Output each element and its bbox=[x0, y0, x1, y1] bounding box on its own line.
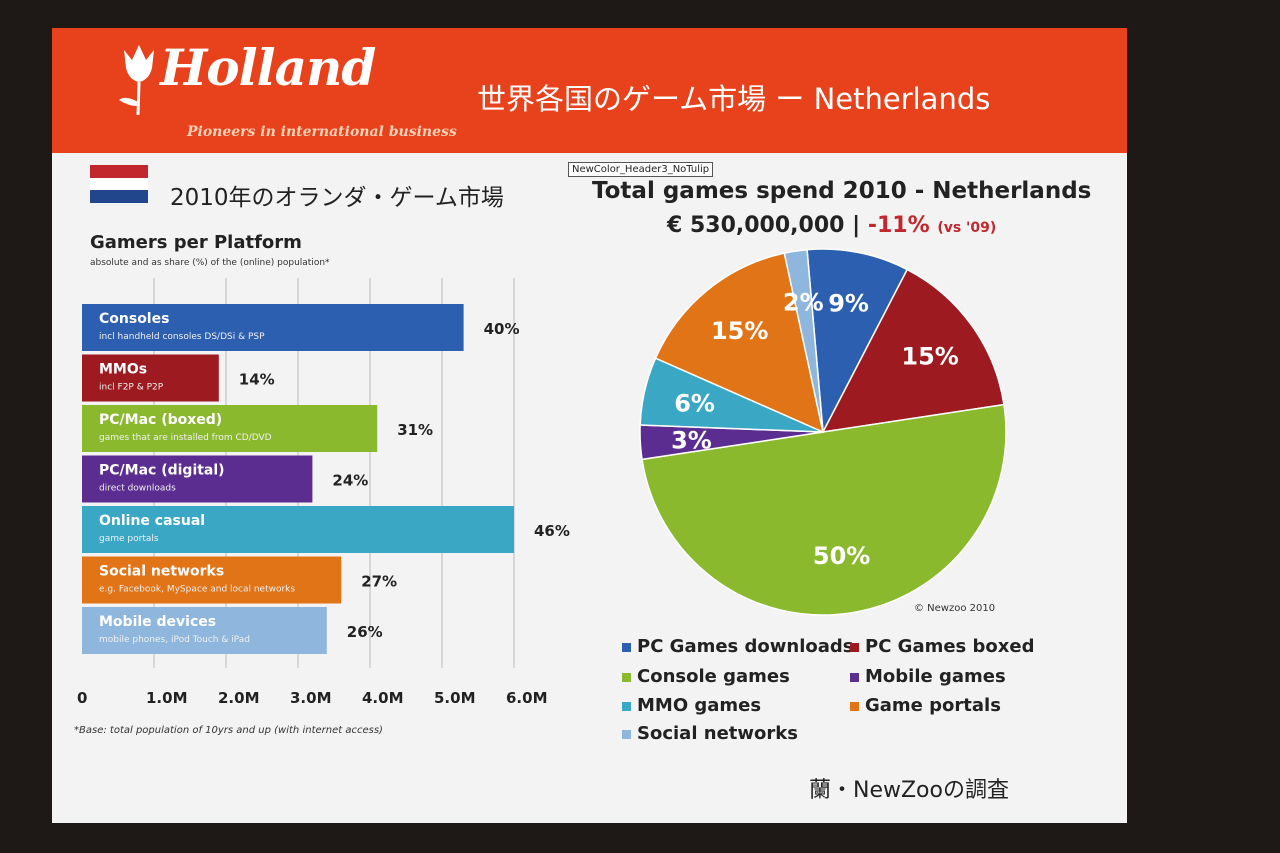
bar-value-label: 26% bbox=[347, 623, 383, 641]
tulip-icon bbox=[119, 45, 154, 116]
bar-value-label: 46% bbox=[534, 522, 570, 540]
bar-description: incl F2P & P2P bbox=[99, 383, 164, 393]
logo-text: Holland bbox=[160, 38, 376, 97]
pie-slice bbox=[806, 248, 909, 435]
pie-slice-label: 6% bbox=[674, 389, 715, 417]
legend-item: MMO games bbox=[622, 695, 761, 716]
legend-item: Social networks bbox=[622, 723, 798, 744]
x-tick-label: 3.0M bbox=[290, 689, 332, 707]
legend-item: Mobile games bbox=[850, 666, 1006, 687]
footnote: *Base: total population of 10yrs and up … bbox=[74, 725, 383, 736]
legend-swatch bbox=[622, 672, 631, 682]
bar-category-label: Consoles bbox=[99, 311, 169, 327]
legend-label: PC Games boxed bbox=[865, 636, 1035, 657]
pie-chart-subtitle: € 530,000,000 | -11% (vs '09) bbox=[667, 213, 996, 238]
x-tick-label: 4.0M bbox=[362, 689, 404, 707]
pie-slice bbox=[639, 424, 824, 461]
pie-slice bbox=[654, 252, 825, 434]
logo-tagline: Pioneers in international business bbox=[187, 124, 457, 140]
separator: | bbox=[852, 213, 861, 238]
legend-label: Mobile games bbox=[865, 666, 1006, 687]
pie-slice bbox=[821, 268, 1005, 433]
header-banner: Holland Pioneers in international busine… bbox=[52, 28, 1127, 153]
bar-chart: 0 1.0M 2.0M 3.0M 4.0M 5.0M 6.0M Consoles incl ha… bbox=[77, 278, 570, 707]
bar bbox=[82, 304, 464, 351]
legend-item: Console games bbox=[622, 666, 790, 687]
bar-value-label: 27% bbox=[361, 573, 397, 591]
change-note: (vs '09) bbox=[937, 220, 997, 236]
bar-category-label: Social networks bbox=[99, 564, 224, 580]
legend-label: MMO games bbox=[637, 695, 762, 716]
bar-description: direct downloads bbox=[99, 484, 176, 494]
bar-category-label: PC/Mac (digital) bbox=[99, 463, 225, 479]
x-tick-label: 1.0M bbox=[146, 689, 188, 707]
bar-description: games that are installed from CD/DVD bbox=[99, 433, 272, 443]
bar-chart-title: Gamers per Platform bbox=[90, 232, 302, 253]
pie-slice bbox=[639, 357, 824, 433]
change-value: -11% bbox=[867, 213, 930, 238]
legend-swatch bbox=[850, 642, 859, 652]
bar-category-label: MMOs bbox=[99, 362, 147, 378]
x-tick-label: 6.0M bbox=[506, 689, 548, 707]
x-tick-label: 5.0M bbox=[434, 689, 476, 707]
pie-slice-label: 9% bbox=[828, 290, 869, 318]
bar bbox=[82, 455, 313, 503]
legend-label: Console games bbox=[637, 666, 790, 687]
bar-category-label: PC/Mac (boxed) bbox=[99, 412, 222, 428]
page-title: 世界各国のゲーム市場 ー Netherlands bbox=[477, 82, 991, 116]
legend-swatch bbox=[622, 701, 631, 711]
bar-value-label: 24% bbox=[332, 472, 368, 490]
bar-category-label: Mobile devices bbox=[99, 614, 216, 630]
legend-item: Game portals bbox=[850, 695, 1001, 716]
bar bbox=[82, 506, 514, 553]
source-note: 蘭・NewZooの調査 bbox=[809, 778, 1009, 803]
x-tick-label: 0 bbox=[77, 689, 87, 707]
bar-description: e.g. Facebook, MySpace and local network… bbox=[99, 585, 295, 595]
left-heading: 2010年のオランダ・ゲーム市場 bbox=[170, 185, 504, 211]
tooltip: NewColor_Header3_NoTulip bbox=[568, 162, 714, 177]
bar-description: mobile phones, iPod Touch & iPad bbox=[99, 635, 250, 645]
legend-label: PC Games downloads bbox=[637, 636, 854, 657]
bar-description: game portals bbox=[99, 534, 159, 544]
bar bbox=[82, 354, 219, 402]
pie-slice-label: 50% bbox=[813, 542, 870, 570]
bar-chart-subtitle: absolute and as share (%) of the (online… bbox=[90, 258, 330, 268]
bar bbox=[82, 556, 342, 604]
pie-slice-label: 15% bbox=[901, 342, 958, 370]
pie-slice-label: 15% bbox=[711, 317, 768, 345]
bar-description: incl handheld consoles DS/DSi & PSP bbox=[99, 332, 265, 342]
bar-value-label: 31% bbox=[397, 421, 433, 439]
bar bbox=[82, 405, 378, 452]
pie-slice-label: 3% bbox=[671, 426, 712, 454]
legend-swatch bbox=[850, 672, 859, 682]
legend-swatch bbox=[622, 729, 631, 739]
bar-value-label: 14% bbox=[239, 371, 275, 389]
pie-slice-label: 2% bbox=[783, 289, 824, 317]
total-spend: € 530,000,000 bbox=[667, 213, 845, 238]
pie-chart-title: Total games spend 2010 - Netherlands bbox=[592, 178, 1092, 204]
bar bbox=[82, 607, 327, 654]
legend-swatch bbox=[850, 701, 859, 711]
pie-slice bbox=[641, 403, 1007, 616]
netherlands-flag-icon bbox=[90, 165, 148, 203]
legend-swatch bbox=[622, 642, 631, 652]
copyright: © Newzoo 2010 bbox=[914, 603, 996, 614]
legend-label: Game portals bbox=[865, 695, 1001, 716]
legend-label: Social networks bbox=[637, 723, 798, 744]
bar-category-label: Online casual bbox=[99, 513, 205, 529]
legend-item: PC Games downloads bbox=[622, 636, 854, 657]
x-tick-label: 2.0M bbox=[218, 689, 260, 707]
pie-slice bbox=[783, 248, 824, 433]
bar-value-label: 40% bbox=[484, 320, 520, 338]
legend-item: PC Games boxed bbox=[850, 636, 1035, 657]
slide: Holland Pioneers in international busine… bbox=[52, 28, 1127, 823]
